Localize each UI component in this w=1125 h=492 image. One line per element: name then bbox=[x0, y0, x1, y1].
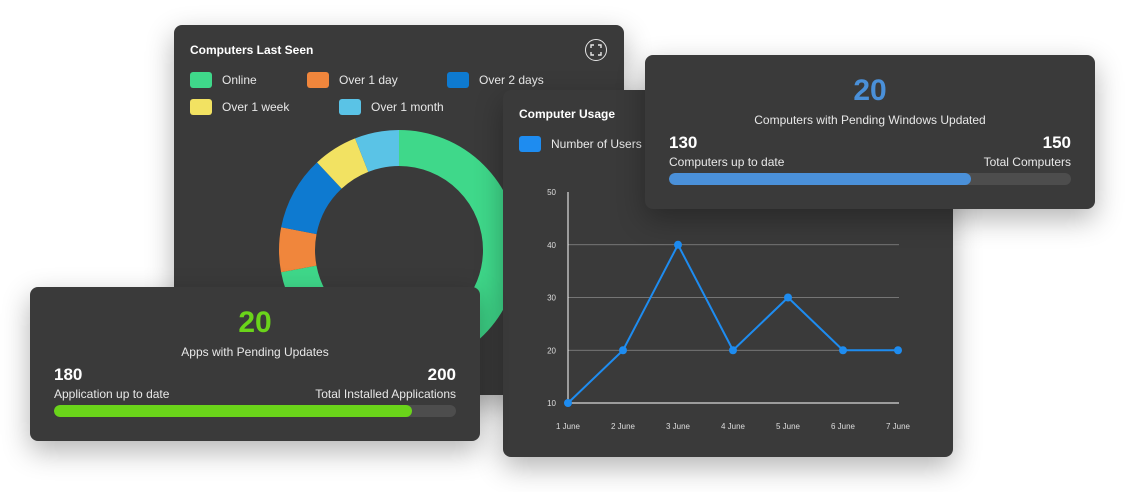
expand-button[interactable] bbox=[585, 39, 607, 61]
windows-updates-card: 20 Computers with Pending Windows Update… bbox=[645, 55, 1095, 209]
computers-last-seen-title: Computers Last Seen bbox=[190, 43, 314, 57]
legend-label-over-1-month: Over 1 month bbox=[371, 100, 444, 114]
x-tick-label: 2 June bbox=[611, 422, 636, 431]
legend-item-over-1-month[interactable]: Over 1 month bbox=[339, 99, 444, 115]
y-tick-label: 50 bbox=[547, 188, 556, 197]
total-apps-value: 200 bbox=[427, 365, 456, 384]
legend-label-over-1-week: Over 1 week bbox=[222, 100, 290, 114]
windows-progress-track bbox=[669, 173, 1071, 185]
x-tick-label: 7 June bbox=[886, 422, 911, 431]
total-computers-value: 150 bbox=[1042, 133, 1071, 152]
x-tick-label: 4 June bbox=[721, 422, 746, 431]
data-point[interactable] bbox=[564, 399, 572, 407]
y-tick-label: 30 bbox=[547, 294, 556, 303]
apps-pending-subtitle: Apps with Pending Updates bbox=[181, 345, 329, 359]
legend-item-online[interactable]: Online bbox=[190, 72, 257, 88]
apps-progress-track bbox=[54, 405, 456, 417]
data-point[interactable] bbox=[619, 346, 627, 355]
data-point[interactable] bbox=[894, 346, 902, 355]
legend-swatch-over-1-month bbox=[339, 99, 361, 115]
app-updates-card: 20 Apps with Pending Updates 180 Applica… bbox=[30, 287, 480, 441]
windows-pending-count: 20 bbox=[853, 74, 887, 107]
legend-label-over-1-day: Over 1 day bbox=[339, 73, 398, 87]
x-tick-label: 5 June bbox=[776, 422, 801, 431]
legend-item-over-1-day[interactable]: Over 1 day bbox=[307, 72, 398, 88]
total-computers-label: Total Computers bbox=[983, 155, 1071, 169]
legend-swatch-over-1-week bbox=[190, 99, 212, 115]
usage-line-chart: 10 20 30 40 50 1 June 2 June 3 June 4 June 5 June… bbox=[547, 188, 911, 431]
apps-pending-count: 20 bbox=[238, 306, 272, 339]
data-point[interactable] bbox=[784, 293, 792, 302]
legend-item-over-2-days[interactable]: Over 2 days bbox=[447, 72, 544, 88]
apps-progress-fill bbox=[54, 405, 412, 417]
windows-pending-subtitle: Computers with Pending Windows Updated bbox=[754, 113, 986, 127]
apps-up-to-date-label: Application up to date bbox=[54, 387, 170, 401]
x-tick-label: 6 June bbox=[831, 422, 856, 431]
data-point[interactable] bbox=[729, 346, 737, 355]
y-tick-label: 40 bbox=[547, 241, 556, 250]
series-line-number-of-users bbox=[567, 243, 898, 404]
legend-swatch-over-1-day bbox=[307, 72, 329, 88]
y-tick-label: 10 bbox=[547, 399, 556, 408]
legend-item-number-of-users[interactable]: Number of Users bbox=[519, 136, 642, 152]
computers-up-to-date-label: Computers up to date bbox=[669, 155, 785, 169]
windows-progress-fill bbox=[669, 173, 971, 185]
computer-usage-title: Computer Usage bbox=[519, 107, 616, 121]
donut-segment-over-1-day[interactable] bbox=[279, 130, 519, 370]
legend-swatch-online bbox=[190, 72, 212, 88]
donut-segment-over-1-month[interactable] bbox=[279, 130, 519, 370]
legend-swatch-number-of-users bbox=[519, 136, 541, 152]
computers-up-to-date-value: 130 bbox=[669, 133, 698, 152]
legend-label-online: Online bbox=[222, 73, 257, 87]
data-point[interactable] bbox=[674, 240, 682, 249]
legend-swatch-over-2-days bbox=[447, 72, 469, 88]
legend-item-over-1-week[interactable]: Over 1 week bbox=[190, 99, 289, 115]
y-tick-label: 20 bbox=[547, 346, 556, 355]
expand-icon bbox=[590, 44, 602, 56]
legend-label-number-of-users: Number of Users bbox=[551, 137, 642, 151]
legend-label-over-2-days: Over 2 days bbox=[479, 73, 544, 87]
x-tick-label: 1 June bbox=[556, 422, 581, 431]
total-apps-label: Total Installed Applications bbox=[315, 387, 456, 401]
data-point[interactable] bbox=[839, 346, 847, 355]
x-tick-label: 3 June bbox=[666, 422, 691, 431]
apps-up-to-date-value: 180 bbox=[54, 365, 83, 384]
